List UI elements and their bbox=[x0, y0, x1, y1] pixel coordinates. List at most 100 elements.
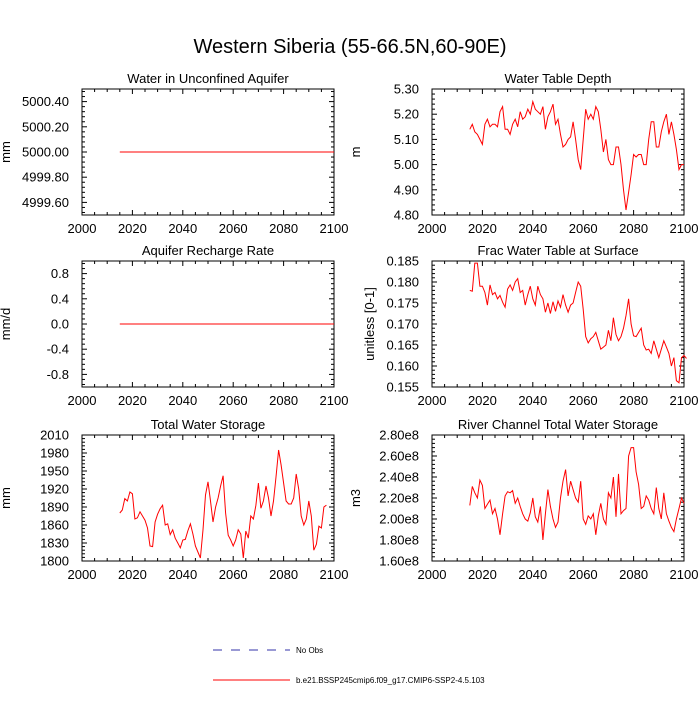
x-tick-label: 2000 bbox=[68, 567, 97, 582]
x-tick-label: 2060 bbox=[219, 221, 248, 236]
x-tick-label: 2000 bbox=[418, 393, 447, 408]
x-tick-label: 2040 bbox=[168, 393, 197, 408]
series-line bbox=[119, 449, 327, 559]
x-tick-label: 2080 bbox=[269, 221, 298, 236]
y-tick-label: 5.20 bbox=[394, 107, 419, 122]
x-tick-label: 2020 bbox=[118, 221, 147, 236]
x-tick-label: 2020 bbox=[468, 393, 497, 408]
legend-obs-label: No Obs bbox=[296, 646, 323, 655]
y-axis-label: mm bbox=[0, 487, 13, 509]
panel-aquifer-recharge-rate: Aquifer Recharge Rate 2000 2020 2040 2060 208… bbox=[0, 243, 348, 408]
y-tick-label: 1920 bbox=[40, 482, 69, 497]
y-tick-label: 4999.80 bbox=[22, 170, 69, 185]
panel-frac-water-table-at-surface: Frac Water Table at Surface 2000 2020 2040 2… bbox=[362, 243, 698, 408]
y-tick-label: 5.10 bbox=[394, 132, 419, 147]
x-tick-label: 2060 bbox=[569, 221, 598, 236]
x-tick-label: 2040 bbox=[518, 567, 547, 582]
y-tick-label: 0.8 bbox=[51, 266, 69, 281]
x-tick-label: 2060 bbox=[569, 567, 598, 582]
y-tick-label: 1950 bbox=[40, 464, 69, 479]
y-tick-label: 0.175 bbox=[386, 296, 419, 311]
y-tick-label: 2.20e8 bbox=[379, 491, 419, 506]
y-axis-label: mm bbox=[0, 141, 13, 163]
x-tick-label: 2040 bbox=[518, 393, 547, 408]
y-tick-label: 0.0 bbox=[51, 317, 69, 332]
panel-river-channel-total-water-storage: River Channel Total Water Storage 2000 202… bbox=[348, 417, 698, 582]
y-tick-label: 2.40e8 bbox=[379, 470, 419, 485]
x-tick-label: 2100 bbox=[320, 221, 349, 236]
y-tick-label: 0.155 bbox=[386, 380, 419, 395]
panel-title: Frac Water Table at Surface bbox=[477, 243, 638, 258]
x-tick-label: 2020 bbox=[118, 567, 147, 582]
x-tick-label: 2060 bbox=[219, 567, 248, 582]
panel-total-water-storage: Total Water Storage 2000 2020 2040 2060 2080 2… bbox=[0, 417, 348, 582]
y-tick-label: -0.4 bbox=[47, 342, 69, 357]
y-tick-label: 0.185 bbox=[386, 254, 419, 269]
panel-title: Total Water Storage bbox=[151, 417, 265, 432]
x-tick-label: 2080 bbox=[269, 393, 298, 408]
panel-water-in-unconfined-aquifer: Water in Unconfined Aquifer 2000 2020 2040 2… bbox=[0, 71, 348, 236]
plot-frame bbox=[431, 88, 685, 216]
plot-frame bbox=[431, 260, 685, 388]
y-tick-label: 1860 bbox=[40, 518, 69, 533]
y-axis-label: unitless [0-1] bbox=[362, 287, 377, 361]
y-tick-label: 0.4 bbox=[51, 291, 69, 306]
y-tick-label: -0.8 bbox=[47, 367, 69, 382]
y-tick-label: 5.30 bbox=[394, 82, 419, 97]
x-tick-label: 2040 bbox=[168, 221, 197, 236]
x-tick-label: 2080 bbox=[619, 221, 648, 236]
x-tick-label: 2020 bbox=[468, 567, 497, 582]
y-tick-label: 2.80e8 bbox=[379, 428, 419, 443]
y-tick-label: 2.00e8 bbox=[379, 512, 419, 527]
x-tick-label: 2020 bbox=[118, 393, 147, 408]
y-tick-label: 0.180 bbox=[386, 275, 419, 290]
y-tick-label: 1980 bbox=[40, 446, 69, 461]
y-tick-label: 4999.60 bbox=[22, 195, 69, 210]
x-tick-label: 2100 bbox=[320, 393, 349, 408]
x-tick-label: 2080 bbox=[619, 393, 648, 408]
x-tick-label: 2100 bbox=[320, 567, 349, 582]
y-tick-label: 1.60e8 bbox=[379, 554, 419, 569]
y-tick-label: 1830 bbox=[40, 536, 69, 551]
panel-title: Water Table Depth bbox=[505, 71, 612, 86]
x-tick-label: 2040 bbox=[168, 567, 197, 582]
x-tick-label: 2040 bbox=[518, 221, 547, 236]
y-tick-label: 1800 bbox=[40, 554, 69, 569]
y-tick-label: 1890 bbox=[40, 500, 69, 515]
x-tick-label: 2100 bbox=[670, 393, 699, 408]
panel-title: Aquifer Recharge Rate bbox=[142, 243, 274, 258]
series-line bbox=[469, 447, 685, 541]
x-tick-label: 2020 bbox=[468, 221, 497, 236]
y-tick-label: 5.00 bbox=[394, 157, 419, 172]
x-tick-label: 2100 bbox=[670, 567, 699, 582]
panel-water-table-depth: Water Table Depth 2000 2020 2040 2060 2080 210… bbox=[348, 71, 698, 236]
panel-title: Water in Unconfined Aquifer bbox=[127, 71, 289, 86]
y-tick-label: 2.60e8 bbox=[379, 449, 419, 464]
legend: No Obs b.e21.BSSP245cmip6.f09_g17.CMIP6-S… bbox=[213, 646, 485, 685]
x-tick-label: 2100 bbox=[670, 221, 699, 236]
series-line bbox=[469, 262, 687, 384]
x-tick-label: 2000 bbox=[68, 393, 97, 408]
x-tick-label: 2060 bbox=[569, 393, 598, 408]
y-tick-label: 4.90 bbox=[394, 182, 419, 197]
y-tick-label: 0.165 bbox=[386, 338, 419, 353]
x-tick-label: 2000 bbox=[418, 221, 447, 236]
x-tick-label: 2000 bbox=[68, 221, 97, 236]
x-tick-label: 2080 bbox=[619, 567, 648, 582]
figure-title: Western Siberia (55-66.5N,60-90E) bbox=[193, 36, 507, 58]
y-tick-label: 4.80 bbox=[394, 208, 419, 223]
plot-frame bbox=[81, 434, 335, 562]
y-tick-label: 0.170 bbox=[386, 317, 419, 332]
x-tick-label: 2000 bbox=[418, 567, 447, 582]
x-tick-label: 2060 bbox=[219, 393, 248, 408]
series-line bbox=[469, 99, 684, 211]
legend-model-label: b.e21.BSSP245cmip6.f09_g17.CMIP6-SSP2-4.… bbox=[296, 676, 485, 685]
y-tick-label: 5000.40 bbox=[22, 94, 69, 109]
panel-title: River Channel Total Water Storage bbox=[458, 417, 658, 432]
y-tick-label: 2010 bbox=[40, 428, 69, 443]
y-tick-label: 0.160 bbox=[386, 359, 419, 374]
y-axis-label: m3 bbox=[348, 489, 363, 507]
x-tick-label: 2080 bbox=[269, 567, 298, 582]
y-tick-label: 1.80e8 bbox=[379, 533, 419, 548]
